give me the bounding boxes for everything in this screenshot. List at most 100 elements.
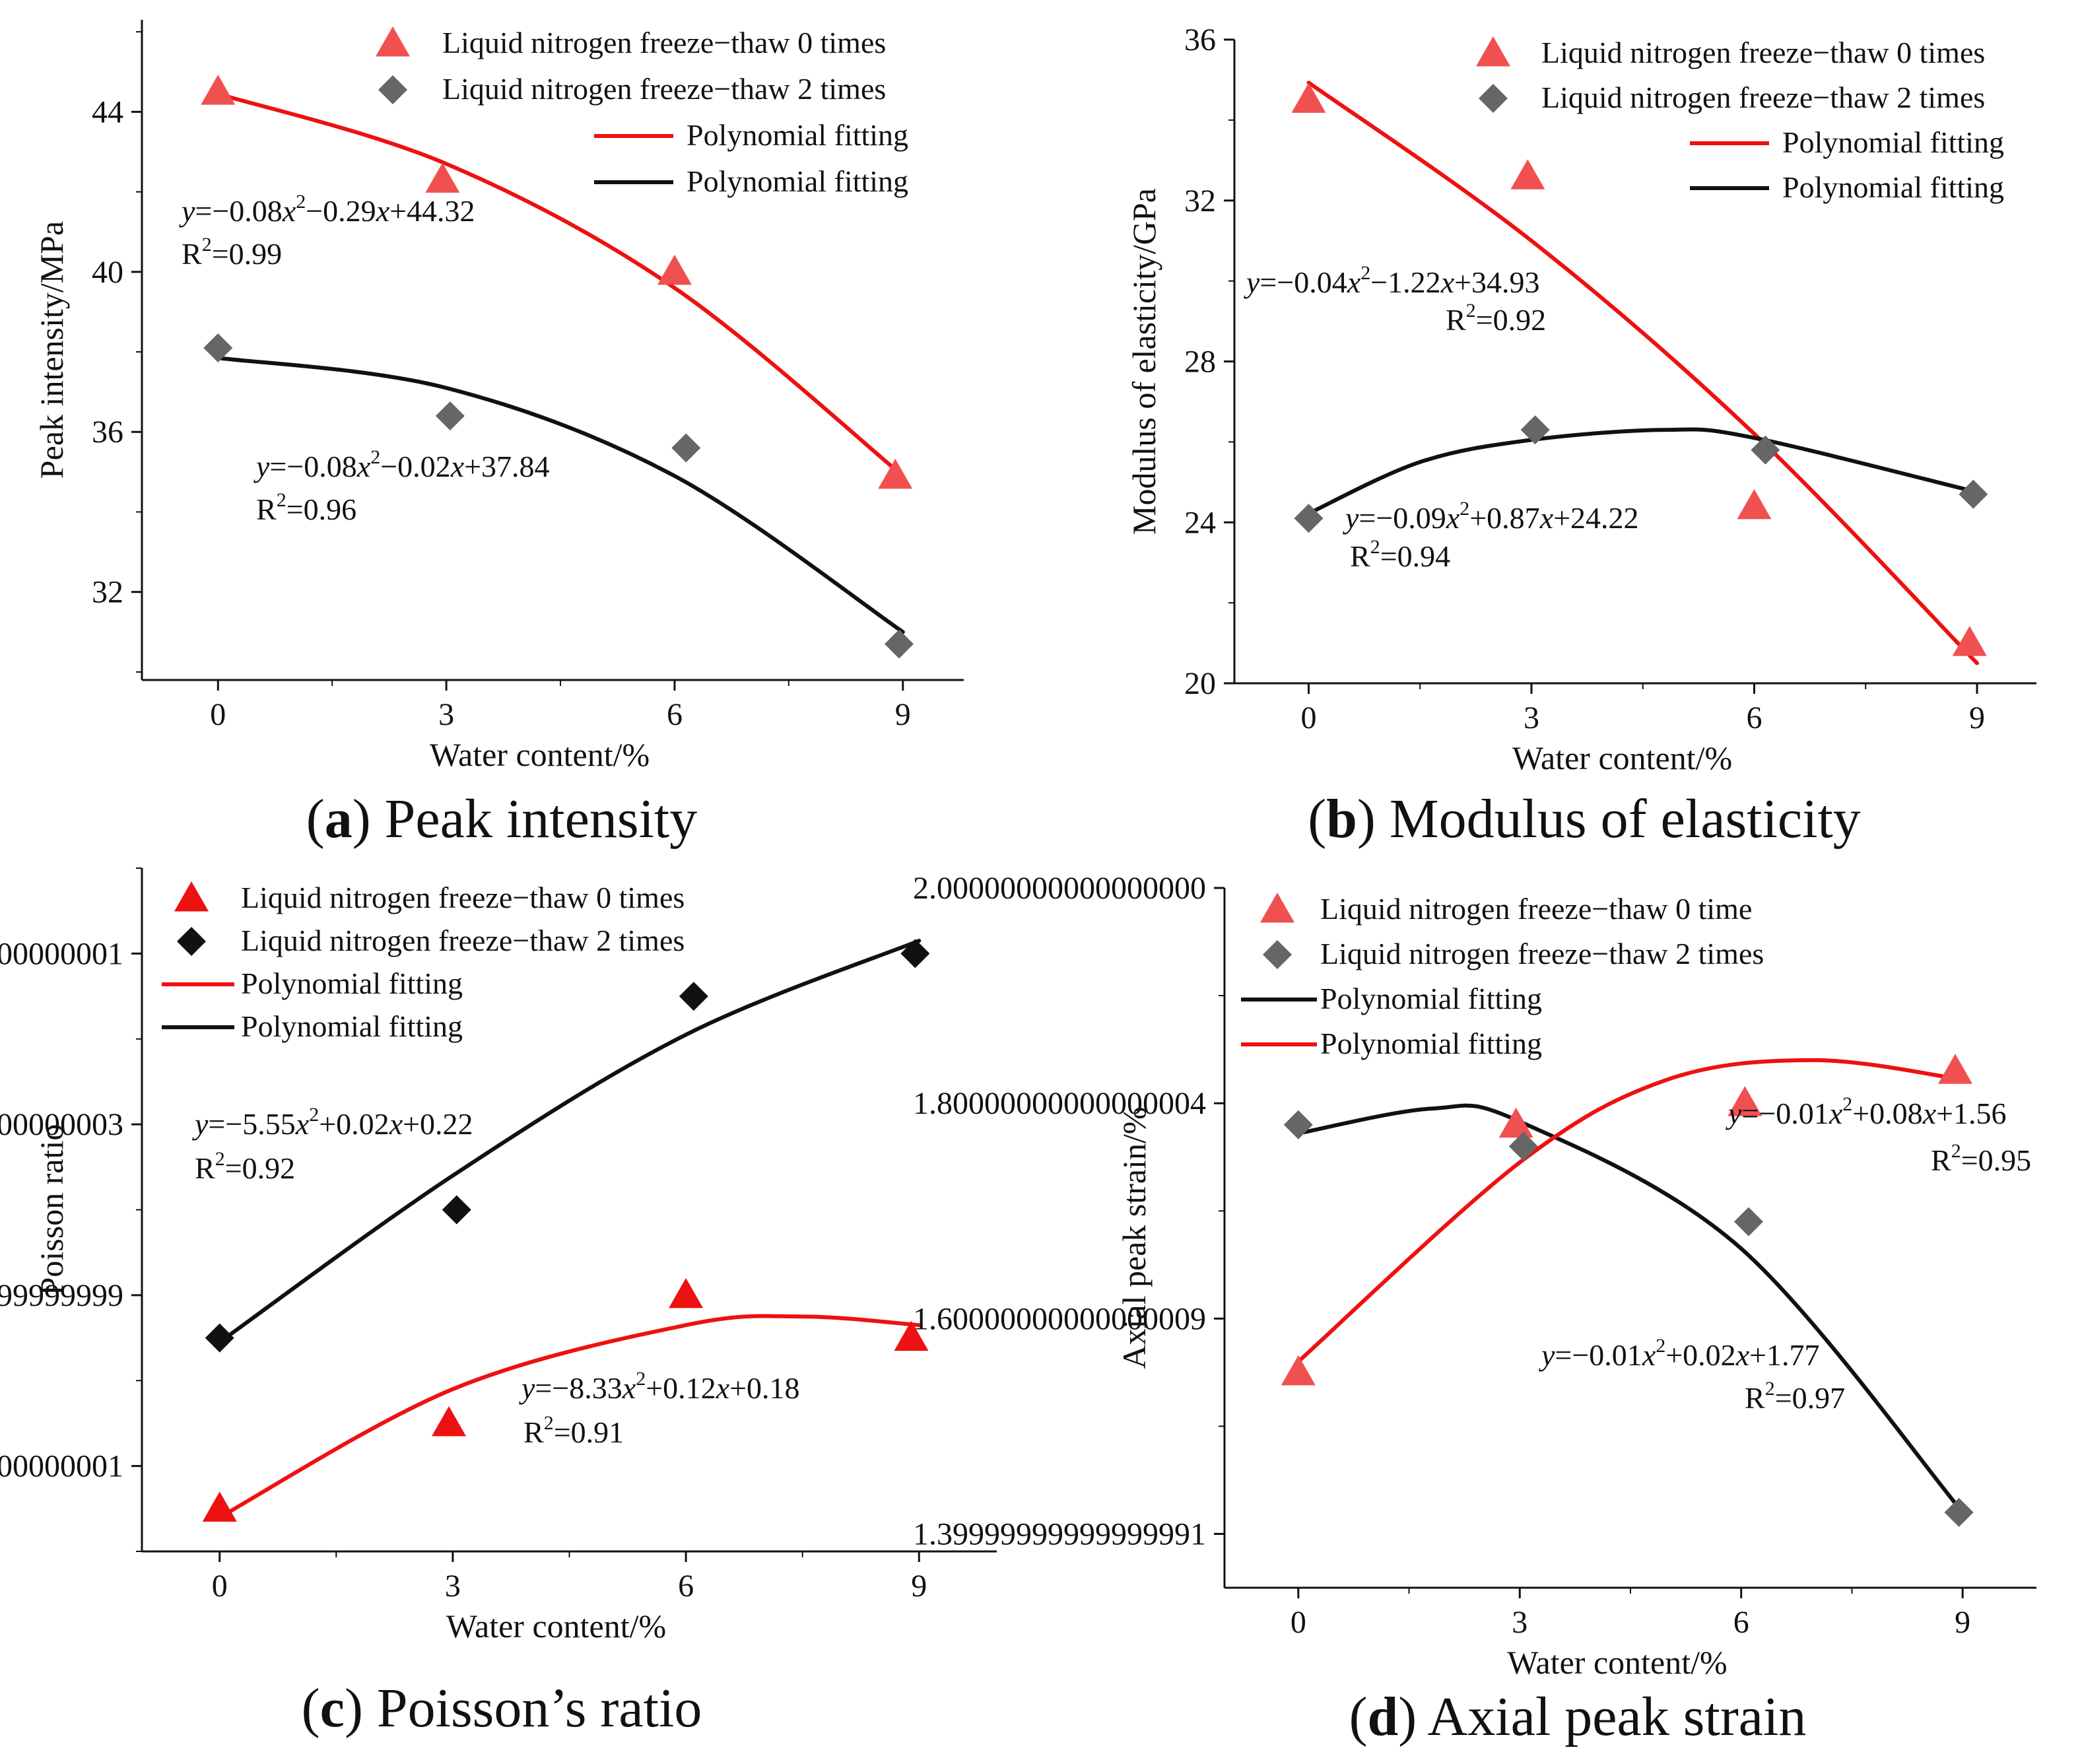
data-point-s2-1 [203,333,233,362]
data-point-s2-4 [1959,479,1988,509]
legend-marker [177,927,206,956]
x-tick-label: 9 [1969,700,1985,735]
data-point-s2-2 [1508,1132,1538,1161]
legend-marker [1476,36,1510,67]
x-tick-label: 0 [212,1569,228,1604]
legend-marker [376,26,410,57]
data-point-s1-4 [1938,1054,1972,1084]
legend-label: Liquid nitrogen freeze−thaw 2 times [442,72,886,106]
data-point-s2-2 [442,1195,471,1225]
data-point-s2-3 [1733,1207,1763,1237]
legend-label: Liquid nitrogen freeze−thaw 2 times [241,924,685,957]
panel-d: 1.39999999999999991 1.60000000000000009 1.… [913,871,2036,1747]
data-point-s2-1 [1283,1110,1313,1139]
legend-label: Polynomial fitting [1782,170,2004,204]
data-point-s1-3 [669,1277,704,1308]
fit-1-equation: y=−0.08x2−0.29x+44.32 [179,191,475,228]
legend-marker [1260,893,1294,923]
legend-label: Liquid nitrogen freeze−thaw 2 times [1541,81,1985,114]
panel-caption: (a) Peak intensity [306,788,698,850]
fit-line-2 [216,356,905,634]
y-tick-label: 32 [1184,184,1216,219]
data-point-s2-3 [671,433,701,463]
legend-label: Polynomial fitting [1320,1027,1542,1060]
data-point-s2-4 [900,939,930,968]
fit-2-equation: y=−0.09x2+0.87x+24.22 [1343,498,1639,535]
fit-1-equation: y=−0.01x2+0.08x+1.56 [1726,1093,2007,1130]
fit-2-equation: y=−5.55x2+0.02x+0.22 [192,1104,473,1141]
y-tick-label: 20 [1184,666,1216,701]
x-axis-title: Water content/% [446,1608,666,1645]
x-tick-label: 6 [1747,700,1762,735]
legend-label: Liquid nitrogen freeze−thaw 0 times [442,26,886,59]
data-point-s2-3 [679,982,708,1011]
x-axis-title: Water content/% [1512,739,1732,776]
x-axis-title: Water content/% [1507,1644,1727,1681]
fit-1-r2: R2=0.95 [1931,1140,2031,1177]
x-tick-label: 3 [1524,700,1539,735]
fit-2-r2: R2=0.97 [1745,1378,1845,1415]
legend-label: Liquid nitrogen freeze−thaw 2 times [1320,937,1764,970]
data-point-s1-1 [201,75,236,105]
data-point-s1-2 [1498,1107,1533,1138]
data-point-s2-4 [1944,1497,1974,1527]
panel-caption: (b) Modulus of elasticity [1308,788,1861,850]
panel-c: 0.20000000000000001 0.23999999999999999 0.… [0,867,997,1739]
legend-marker [1263,940,1292,969]
y-tick-label: 36 [1184,22,1216,57]
legend: Liquid nitrogen freeze−thaw 0 times Liqui… [376,26,908,198]
x-tick-label: 6 [1733,1605,1749,1640]
fit-line-1 [216,92,905,478]
fit-line-1 [1296,1103,1965,1514]
y-tick-label: 1.60000000000000009 [913,1301,1206,1336]
fit-line-2 [217,939,922,1344]
x-tick-label: 0 [210,697,226,732]
legend-marker [174,881,209,912]
fit-line-1 [217,1314,922,1520]
fit-2-r2: R2=0.94 [1350,536,1450,573]
data-point-s2-4 [885,629,914,659]
legend: Liquid nitrogen freeze−thaw 0 times Liqui… [1476,36,2004,204]
legend-label: Polynomial fitting [241,1009,463,1043]
fit-2-r2: R2=0.96 [256,489,356,526]
fit-2-equation: y=−0.08x2−0.02x+37.84 [253,446,550,483]
legend-label: Liquid nitrogen freeze−thaw 0 times [1541,36,1985,69]
data-point-s2-2 [435,401,465,430]
legend-label: Liquid nitrogen freeze−thaw 0 times [241,881,685,914]
fit-line-1 [1306,81,1979,665]
data-point-s1-3 [1737,489,1772,520]
y-tick-label: 32 [92,575,123,610]
panel-caption: (d) Axial peak strain [1349,1686,1807,1747]
fit-line-2 [1296,1058,1965,1364]
data-point-s1-2 [432,1406,467,1437]
y-tick-label: 36 [92,415,123,450]
y-tick-label: 1.39999999999999991 [913,1516,1206,1551]
data-point-s1-4 [878,458,913,489]
x-tick-label: 6 [667,697,683,732]
data-point-s2-3 [1751,435,1780,465]
data-point-s2-1 [205,1323,234,1353]
y-tick-label: 40 [92,255,123,290]
x-tick-label: 3 [1512,1605,1527,1640]
legend-label: Polynomial fitting [241,967,463,1000]
legend-marker [1479,84,1508,113]
y-tick-label: 28 [1184,345,1216,380]
x-tick-label: 0 [1291,1605,1306,1640]
data-point-s1-4 [1952,626,1987,656]
y-axis-title: Modulus of elasticity/GPa [1125,188,1162,535]
fit-1-r2: R2=0.92 [1446,300,1546,337]
fit-1-equation: y=−8.33x2+0.12x+0.18 [519,1368,800,1405]
legend-label: Polynomial fitting [1320,982,1542,1015]
x-tick-label: 3 [438,697,454,732]
data-point-s1-1 [1291,83,1326,113]
fit-1-equation: y=−0.04x2−1.22x+34.93 [1244,262,1540,299]
legend-marker [378,75,407,104]
y-tick-label: 1.80000000000000004 [913,1086,1206,1121]
data-point-s2-1 [1294,504,1324,533]
x-tick-label: 6 [678,1569,694,1604]
legend-label: Liquid nitrogen freeze−thaw 0 time [1320,892,1752,926]
data-point-s1-3 [657,254,692,285]
